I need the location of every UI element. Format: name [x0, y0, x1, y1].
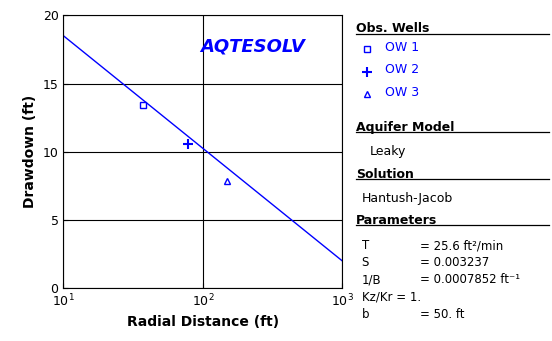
Text: Hantush-Jacob: Hantush-Jacob	[362, 192, 453, 205]
Text: = 0.0007852 ft⁻¹: = 0.0007852 ft⁻¹	[420, 273, 519, 286]
Text: Obs. Wells: Obs. Wells	[356, 22, 429, 35]
Text: = 50. ft: = 50. ft	[420, 308, 464, 321]
Text: = 25.6 ft²/min: = 25.6 ft²/min	[420, 239, 503, 252]
Text: OW 1: OW 1	[385, 41, 419, 54]
Text: Leaky: Leaky	[370, 145, 406, 158]
Y-axis label: Drawdown (ft): Drawdown (ft)	[23, 95, 37, 208]
Text: Parameters: Parameters	[356, 214, 437, 227]
Text: = 0.003237: = 0.003237	[420, 256, 489, 269]
Text: b: b	[362, 308, 369, 321]
Text: 1/B: 1/B	[362, 273, 381, 286]
Text: OW 2: OW 2	[385, 63, 419, 76]
Text: Kz/Kr = 1.: Kz/Kr = 1.	[362, 291, 421, 303]
Text: OW 3: OW 3	[385, 86, 419, 99]
X-axis label: Radial Distance (ft): Radial Distance (ft)	[127, 315, 279, 329]
Text: Solution: Solution	[356, 168, 414, 181]
Text: T: T	[362, 239, 369, 252]
Text: S: S	[362, 256, 369, 269]
Text: AQTESOLV: AQTESOLV	[201, 37, 305, 55]
Text: Aquifer Model: Aquifer Model	[356, 121, 454, 134]
